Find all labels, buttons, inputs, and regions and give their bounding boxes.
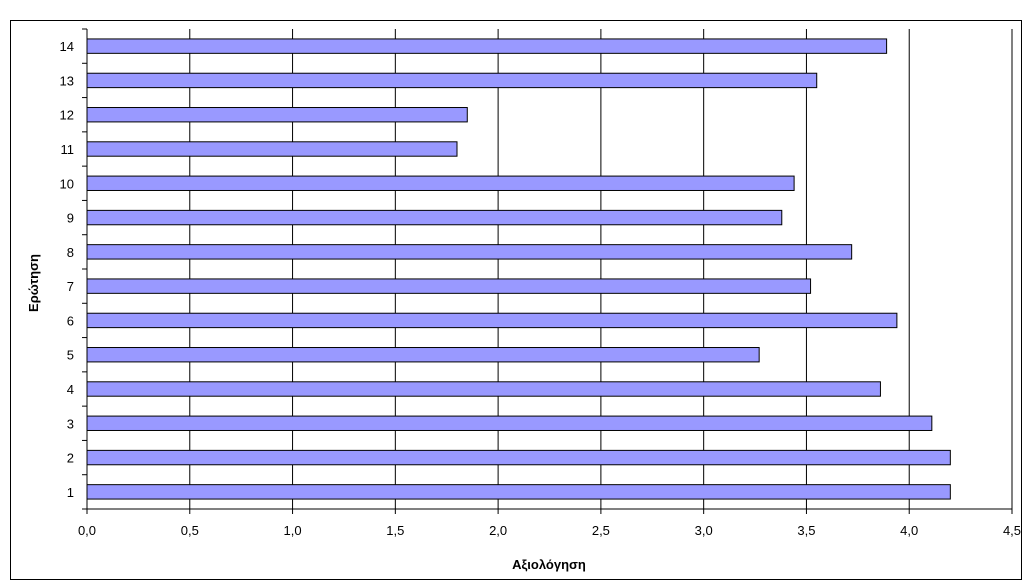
y-tick-label: 9 [67, 211, 74, 226]
bar-question-14 [86, 38, 888, 54]
x-tick-label: 4,5 [1003, 523, 1021, 538]
y-tick-label: 3 [67, 416, 74, 431]
x-tick-label: 1,5 [386, 523, 404, 538]
y-tick-label: 8 [67, 245, 74, 260]
y-tick-label: 12 [60, 108, 74, 123]
bar-question-8 [86, 244, 853, 260]
y-tick-label: 2 [67, 451, 74, 466]
y-tick-label: 14 [60, 39, 74, 54]
x-tick-label: 2,0 [489, 523, 507, 538]
x-tick-label: 0,0 [78, 523, 96, 538]
x-tick-label: 1,0 [284, 523, 302, 538]
y-tick-label: 6 [67, 313, 74, 328]
bar-question-1 [86, 484, 951, 500]
bar-chart: 0,0 0,5 1,0 1,5 2,0 2,5 3,0 3,5 4,0 4,51234567891… [26, 28, 1021, 572]
axes: 0,0 0,5 1,0 1,5 2,0 2,5 3,0 3,5 4,0 4,51234567891… [60, 28, 1021, 538]
bar-question-11 [86, 141, 458, 157]
y-tick-label: 1 [67, 485, 74, 500]
y-tick-label: 10 [60, 176, 74, 191]
bar-question-7 [86, 278, 812, 294]
bar-question-12 [86, 107, 468, 123]
x-axis-title: Αξιολόγηση [512, 557, 586, 572]
bar-question-9 [86, 209, 783, 226]
x-tick-label: 3,5 [797, 523, 815, 538]
x-tick-label: 0,5 [181, 523, 199, 538]
bar-question-10 [86, 175, 795, 191]
gridlines [189, 29, 1013, 509]
y-tick-label: 13 [60, 73, 74, 88]
bar-question-4 [86, 381, 881, 397]
y-axis-title: Ερώτηση [26, 254, 41, 312]
bar-question-3 [86, 415, 933, 431]
bars [86, 38, 951, 500]
y-tick-label: 4 [67, 382, 74, 397]
y-tick-label: 7 [67, 279, 74, 294]
x-tick-label: 2,5 [592, 523, 610, 538]
bar-question-13 [86, 72, 818, 89]
bar-question-2 [86, 449, 951, 466]
x-tick-label: 3,0 [695, 523, 713, 538]
x-tick-label: 4,0 [900, 523, 918, 538]
bar-question-5 [86, 347, 760, 363]
bar-question-6 [86, 312, 898, 329]
y-tick-label: 5 [67, 348, 74, 363]
y-tick-label: 11 [61, 142, 75, 157]
chart-frame: 0,0 0,5 1,0 1,5 2,0 2,5 3,0 3,5 4,0 4,5 1 2 3 4 5 6 7 8 9 1… [10, 20, 1022, 580]
